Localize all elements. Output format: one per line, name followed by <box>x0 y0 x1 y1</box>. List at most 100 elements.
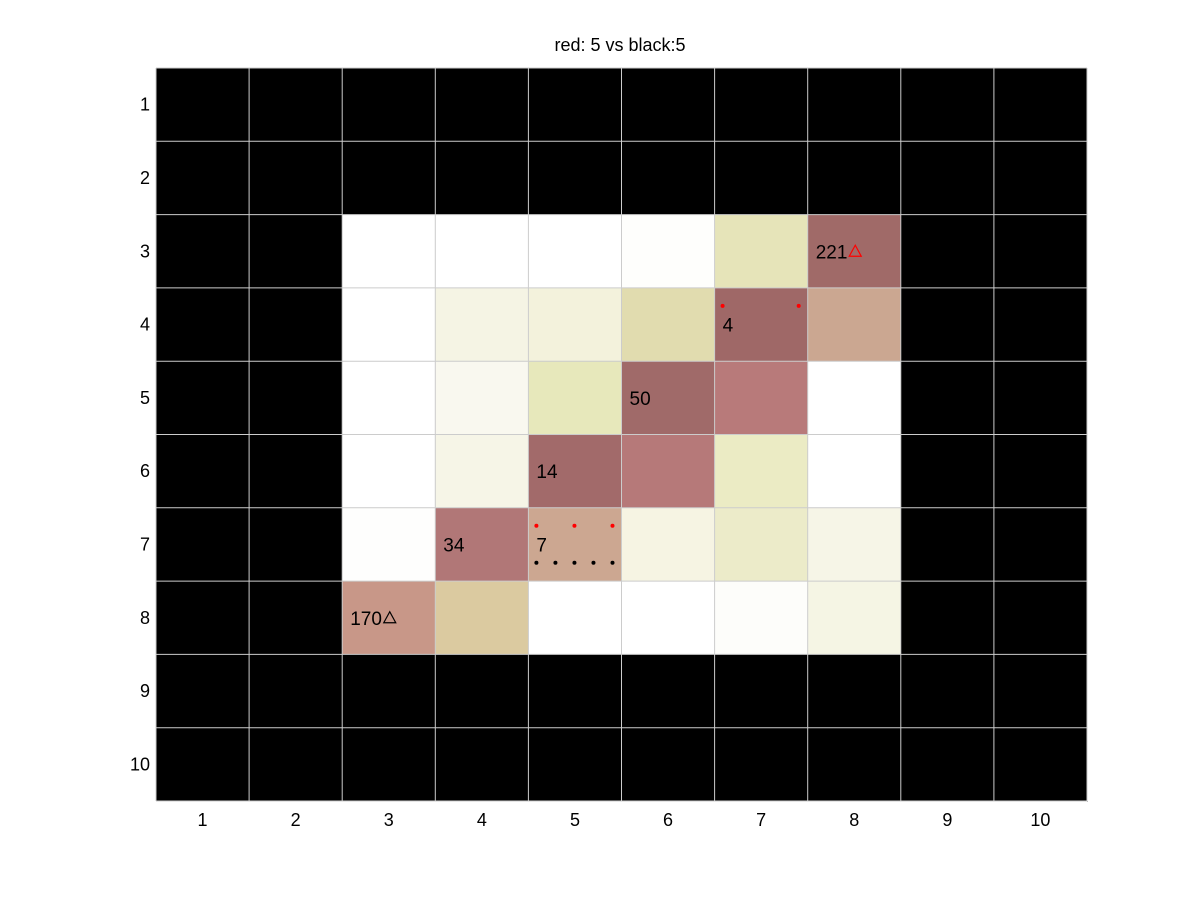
triangle-marker-r3-c8 <box>848 243 863 257</box>
heatmap-cell-r3-c9 <box>900 214 995 289</box>
x-tick-label: 6 <box>663 810 673 830</box>
heatmap-cell-r6-c8 <box>807 434 902 509</box>
heatmap-cell-r8-c1 <box>156 581 250 655</box>
heatmap-cell-r1-c2 <box>249 68 343 142</box>
heatmap-cell-r9-c1 <box>156 654 250 729</box>
heatmap-cell-r9-c4 <box>435 654 529 729</box>
cell-label-r7-c4: 34 <box>443 535 465 556</box>
heatmap-cell-r2-c8 <box>807 141 902 216</box>
heatmap-cell-r1-c4 <box>435 68 529 142</box>
heatmap-cell-r6-c3 <box>342 434 436 509</box>
y-axis-ticks: 1 2 3 4 5 6 7 8 9 10 <box>130 95 150 775</box>
dot-marker-r7-c5 <box>572 560 577 565</box>
heatmap-cell-r9-c8 <box>807 654 902 729</box>
heatmap-cell-r9-c7 <box>714 654 809 729</box>
heatmap-cell-r2-c3 <box>342 141 436 216</box>
heatmap-cell-r10-c7 <box>714 727 809 802</box>
heatmap-cell-r1-c1 <box>156 68 250 142</box>
cell-label-r3-c8: 221 <box>816 242 848 263</box>
x-tick-label: 5 <box>570 810 580 830</box>
cell-overlays: 221 4 50 14 34 7 170 <box>350 242 863 630</box>
x-tick-label: 2 <box>291 810 301 830</box>
heatmap-cell-r10-c10 <box>993 727 1088 802</box>
heatmap-cell-r8-c3 <box>342 581 436 655</box>
heatmap-cell-r5-c1 <box>156 361 250 435</box>
heatmap-cell-r2-c4 <box>435 141 529 216</box>
heatmap-cell-r4-c10 <box>993 287 1088 362</box>
heatmap-cell-r3-c7 <box>714 214 809 289</box>
heatmap-cell-r8-c9 <box>900 581 995 655</box>
heatmap-cell-r1-c8 <box>807 68 902 142</box>
dot-marker-r7-c5 <box>553 560 558 565</box>
heatmap-cell-r10-c1 <box>156 727 250 802</box>
x-tick-label: 8 <box>849 810 859 830</box>
heatmap-cell-r6-c5 <box>528 434 622 509</box>
y-tick-label: 7 <box>140 534 150 554</box>
y-tick-label: 5 <box>140 388 150 408</box>
heatmap-cell-r7-c4 <box>435 507 529 582</box>
heatmap-cell-r2-c10 <box>993 141 1088 216</box>
y-tick-label: 1 <box>140 95 150 115</box>
heatmap-cell-r7-c9 <box>900 507 995 582</box>
heatmap-cell-r5-c4 <box>435 361 529 435</box>
heatmap-cell-r1-c5 <box>528 68 622 142</box>
dot-marker-r7-c5 <box>534 560 539 565</box>
dot-marker-r7-c5 <box>534 523 539 528</box>
heatmap-cell-r6-c4 <box>435 434 529 509</box>
heatmap-cell-r4-c3 <box>342 287 436 362</box>
heatmap-cell-r7-c7 <box>714 507 809 582</box>
heatmap-cell-r8-c4 <box>435 581 529 655</box>
heatmap-cell-r7-c8 <box>807 507 902 582</box>
heatmap-cell-r1-c10 <box>993 68 1088 142</box>
y-tick-label: 8 <box>140 608 150 628</box>
x-tick-label: 4 <box>477 810 487 830</box>
heatmap-cell-r10-c6 <box>621 727 716 802</box>
heatmap-cell-r10-c2 <box>249 727 343 802</box>
heatmap-cell-r1-c3 <box>342 68 436 142</box>
heatmap-cell-r4-c8 <box>807 287 902 362</box>
heatmap-cell-r4-c2 <box>249 287 343 362</box>
dot-marker-r7-c5 <box>610 560 615 565</box>
heatmap-cell-r4-c9 <box>900 287 995 362</box>
x-tick-label: 1 <box>198 810 208 830</box>
heatmap-cell-r8-c7 <box>714 581 809 655</box>
heatmap-cell-r4-c6 <box>621 287 716 362</box>
heatmap-cell-r3-c4 <box>435 214 529 289</box>
heatmap-cell-r2-c5 <box>528 141 622 216</box>
heatmap-cell-r10-c4 <box>435 727 529 802</box>
dot-marker-r4-c7 <box>720 303 725 308</box>
heatmap-cell-r4-c1 <box>156 287 250 362</box>
heatmap-cell-r2-c1 <box>156 141 250 216</box>
heatmap-cell-r10-c5 <box>528 727 622 802</box>
y-tick-label: 9 <box>140 681 150 701</box>
heatmap-cell-r6-c9 <box>900 434 995 509</box>
x-tick-label: 7 <box>756 810 766 830</box>
heatmap-cell-r9-c5 <box>528 654 622 729</box>
cell-label-r7-c5: 7 <box>536 535 547 556</box>
heatmap-cell-r10-c3 <box>342 727 436 802</box>
heatmap-cell-r2-c2 <box>249 141 343 216</box>
heatmap-cell-r6-c7 <box>714 434 809 509</box>
y-tick-label: 6 <box>140 461 150 481</box>
cell-label-r8-c3: 170 <box>350 609 382 630</box>
dot-marker-r7-c5 <box>572 523 577 528</box>
heatmap-cell-r5-c9 <box>900 361 995 435</box>
x-axis-ticks: 1 2 3 4 5 6 7 8 9 10 <box>198 810 1051 830</box>
x-tick-label: 9 <box>942 810 952 830</box>
x-tick-label: 10 <box>1030 810 1050 830</box>
heatmap-cell-r5-c3 <box>342 361 436 435</box>
heatmap-cell-r4-c7 <box>714 287 809 362</box>
heatmap-cell-r5-c10 <box>993 361 1088 435</box>
heatmap-cell-r6-c10 <box>993 434 1088 509</box>
heatmap-cell-r1-c6 <box>621 68 716 142</box>
heatmap-cell-r7-c6 <box>621 507 716 582</box>
heatmap-cell-r1-c7 <box>714 68 809 142</box>
heatmap-cell-r9-c6 <box>621 654 716 729</box>
heatmap-cells <box>156 68 1088 802</box>
heatmap-cell-r9-c2 <box>249 654 343 729</box>
heatmap-cell-r4-c5 <box>528 287 622 362</box>
y-tick-label: 4 <box>140 315 150 335</box>
heatmap-cell-r2-c9 <box>900 141 995 216</box>
y-tick-label: 2 <box>140 168 150 188</box>
